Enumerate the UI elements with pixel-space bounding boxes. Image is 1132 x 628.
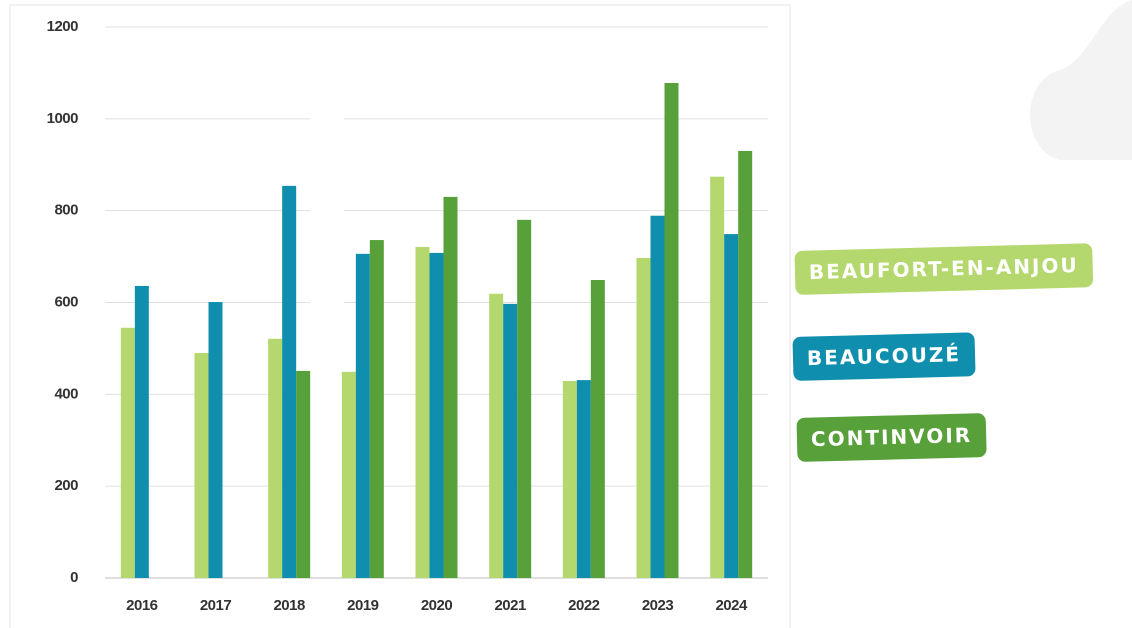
- bar: [369, 240, 384, 578]
- legend-label: BEAUCOUZÉ: [807, 342, 962, 370]
- y-tick-label: 0: [70, 569, 78, 586]
- legend-pill: [794, 243, 1094, 295]
- bar: [590, 280, 605, 578]
- bar: [341, 371, 356, 578]
- legend-item: BEAUCOUZÉ: [792, 332, 976, 381]
- x-tick-label: 2021: [494, 597, 526, 614]
- x-tick-label: 2017: [200, 597, 232, 614]
- y-tick-label: 1000: [47, 110, 79, 127]
- bar: [134, 285, 149, 578]
- x-tick-label: 2018: [273, 597, 305, 614]
- y-tick-label: 800: [54, 202, 78, 219]
- bar: [738, 150, 753, 578]
- bar: [194, 353, 209, 578]
- x-tick-label: 2020: [421, 597, 453, 614]
- legend-label: CONTINVOIR: [811, 423, 973, 451]
- decor-gap: [310, 40, 344, 570]
- bar: [517, 219, 532, 578]
- bar: [282, 185, 297, 578]
- bar: [296, 370, 311, 578]
- legend-pill: [796, 413, 987, 462]
- bar: [443, 196, 458, 578]
- bar: [355, 253, 370, 578]
- y-tick-label: 600: [54, 293, 78, 310]
- decor-cloud: [1030, 0, 1132, 160]
- x-tick-label: 2016: [126, 597, 158, 614]
- bar: [650, 215, 665, 578]
- bar: [489, 293, 504, 578]
- legend-pill: [792, 332, 976, 381]
- bar: [120, 327, 135, 578]
- y-tick-label: 200: [54, 477, 78, 494]
- bar: [429, 252, 444, 578]
- bar: [268, 338, 283, 578]
- x-tick-label: 2024: [715, 597, 748, 614]
- bar: [576, 380, 591, 578]
- legend-item: CONTINVOIR: [796, 413, 987, 462]
- bar: [503, 303, 518, 578]
- bar: [724, 234, 739, 578]
- x-tick-label: 2019: [347, 597, 379, 614]
- x-tick-label: 2023: [642, 597, 674, 614]
- bar: [664, 83, 679, 578]
- legend-item: BEAUFORT-EN-ANJOU: [794, 243, 1094, 295]
- chart-frame: [9, 4, 791, 628]
- bar: [636, 257, 651, 578]
- bar: [208, 302, 223, 578]
- y-tick-label: 1200: [47, 18, 79, 35]
- x-tick-label: 2022: [568, 597, 600, 614]
- bar: [562, 381, 577, 578]
- bar: [710, 176, 725, 578]
- y-tick-label: 400: [54, 385, 78, 402]
- bar: [415, 246, 430, 578]
